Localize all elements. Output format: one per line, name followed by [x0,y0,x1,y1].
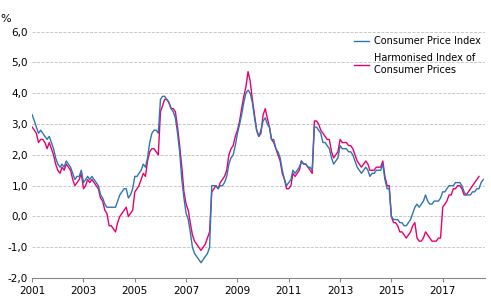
Legend: Consumer Price Index, Harmonised Index of
Consumer Prices: Consumer Price Index, Harmonised Index o… [355,37,481,75]
Line: Harmonised Index of
Consumer Prices: Harmonised Index of Consumer Prices [32,72,479,250]
Line: Consumer Price Index: Consumer Price Index [32,90,483,263]
Text: %: % [0,14,11,24]
